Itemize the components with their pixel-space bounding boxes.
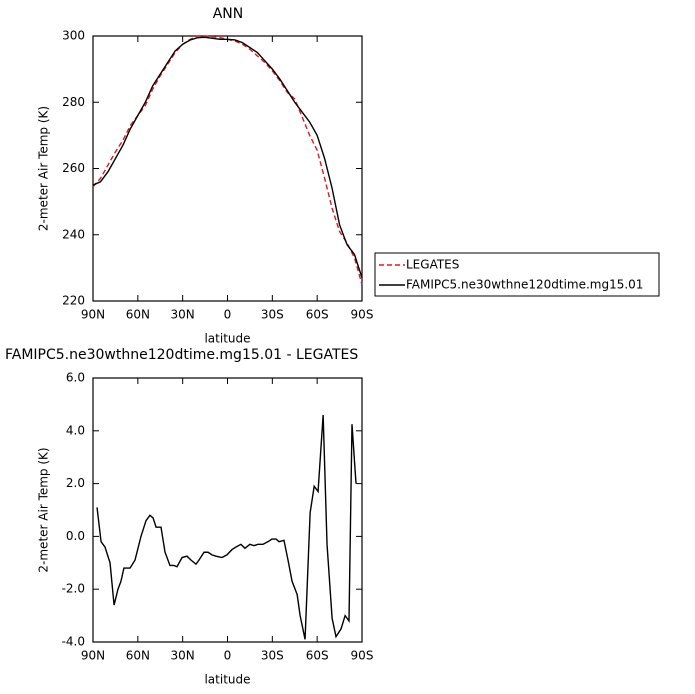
data-line bbox=[92, 36, 363, 279]
y-tick-label: 260 bbox=[62, 161, 85, 175]
chart-title: FAMIPC5.ne30wthne120dtime.mg15.01 - LEGA… bbox=[5, 347, 358, 363]
x-tick-label: 0 bbox=[224, 308, 232, 322]
x-tick-label: 30N bbox=[171, 308, 195, 322]
x-axis-label: latitude bbox=[204, 673, 250, 687]
y-tick-label: 280 bbox=[62, 95, 85, 109]
x-tick-label: 90N bbox=[81, 308, 105, 322]
y-tick-label: 4.0 bbox=[66, 423, 85, 437]
x-tick-label: 60N bbox=[126, 308, 150, 322]
y-tick-label: 2.0 bbox=[66, 476, 85, 490]
x-tick-label: 30S bbox=[261, 308, 284, 322]
chart-title: ANN bbox=[213, 6, 244, 22]
x-tick-label: 30S bbox=[261, 649, 284, 663]
x-tick-label: 60S bbox=[306, 649, 329, 663]
y-axis-label: 2-meter Air Temp (K) bbox=[37, 106, 51, 231]
plot-frame bbox=[92, 377, 363, 643]
legend-box bbox=[374, 252, 660, 297]
y-tick-label: -4.0 bbox=[62, 635, 85, 649]
y-tick-label: -2.0 bbox=[62, 582, 85, 596]
y-axis-label: 2-meter Air Temp (K) bbox=[37, 447, 51, 572]
y-tick-label: 240 bbox=[62, 227, 85, 241]
x-tick-label: 30N bbox=[171, 649, 195, 663]
data-line bbox=[96, 414, 357, 640]
y-tick-label: 220 bbox=[62, 294, 85, 308]
x-tick-label: 60N bbox=[126, 649, 150, 663]
y-tick-label: 0.0 bbox=[66, 529, 85, 543]
x-tick-label: 90S bbox=[351, 308, 374, 322]
legend-label: FAMIPC5.ne30wthne120dtime.mg15.01 bbox=[406, 278, 643, 292]
y-tick-label: 6.0 bbox=[66, 371, 85, 385]
plot-frame bbox=[92, 35, 363, 302]
y-tick-label: 300 bbox=[62, 29, 85, 43]
x-axis-label: latitude bbox=[204, 332, 250, 346]
data-line bbox=[92, 35, 363, 285]
legend-label: LEGATES bbox=[406, 258, 459, 272]
x-tick-label: 90S bbox=[351, 649, 374, 663]
x-tick-label: 60S bbox=[306, 308, 329, 322]
x-tick-label: 0 bbox=[224, 649, 232, 663]
x-tick-label: 90N bbox=[81, 649, 105, 663]
